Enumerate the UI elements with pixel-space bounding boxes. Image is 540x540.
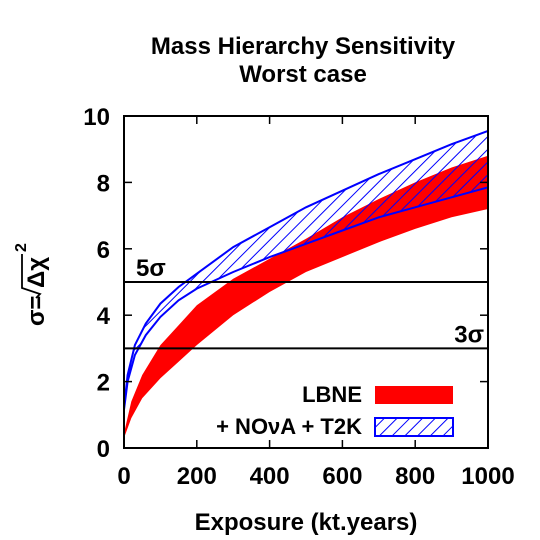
series-band-0: [124, 155, 488, 439]
y-axis-label: σ= Δχ 2: [13, 243, 50, 326]
x-tick-label-5: 1000: [461, 463, 514, 490]
x-tick-label-0: 0: [117, 463, 130, 490]
y-tick-label-0: 0: [97, 436, 110, 463]
y-axis-label-prefix: σ=: [23, 296, 50, 326]
x-tick-label-4: 800: [395, 463, 435, 490]
x-tick-label-2: 400: [250, 463, 290, 490]
y-tick-label-2: 4: [97, 303, 111, 330]
legend-swatch-lbne: [375, 386, 453, 404]
y-tick-label-4: 8: [97, 170, 110, 197]
chart-title: Mass Hierarchy Sensitivity: [151, 33, 456, 60]
axis-ticks: 0 200 400 600 800 1000 0 2 4 6 8 10: [83, 104, 514, 490]
plot-frame: [123, 115, 489, 449]
y-tick-label-1: 2: [97, 370, 110, 397]
y-tick-label-3: 6: [97, 237, 110, 264]
x-tick-label-3: 600: [322, 463, 362, 490]
chart-subtitle: Worst case: [239, 61, 367, 88]
x-tick-label-1: 200: [177, 463, 217, 490]
y-axis-label-power: 2: [13, 243, 30, 252]
y-tick-label-5: 10: [83, 104, 110, 131]
series-band-1: [124, 129, 488, 410]
legend-swatch-nova-t2k: [374, 417, 454, 437]
reference-line-label-1: 3σ: [454, 321, 484, 348]
reference-lines: 5σ 3σ: [124, 255, 488, 350]
legend-label-lbne: LBNE: [302, 382, 362, 407]
reference-line-label-0: 5σ: [136, 255, 166, 282]
legend: LBNE + NOνA + T2K: [216, 382, 454, 439]
legend-label-nova-t2k: + NOνA + T2K: [216, 414, 362, 439]
y-axis-label-radicand: Δχ: [23, 257, 50, 288]
radical-sign: [21, 254, 42, 299]
x-axis-label: Exposure (kt.years): [195, 509, 418, 536]
series-layer: [124, 129, 488, 439]
